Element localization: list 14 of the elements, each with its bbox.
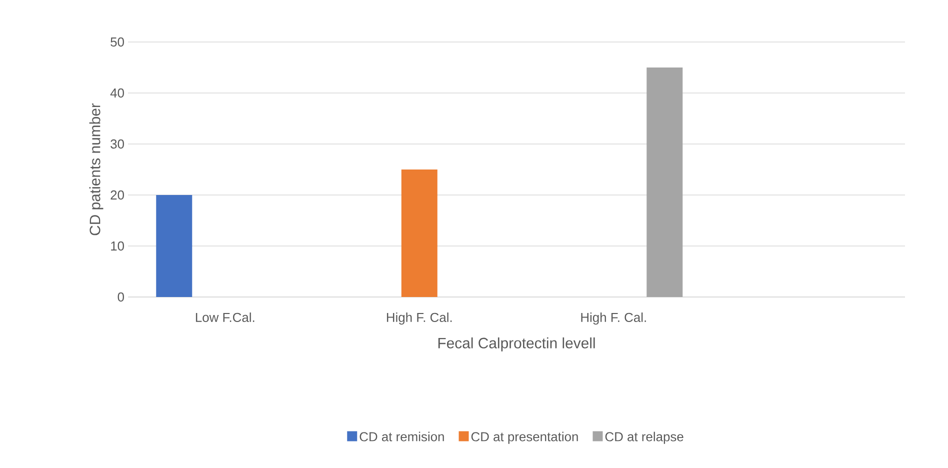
legend-label: CD at relapse [605, 432, 684, 444]
x-axis-title: Fecal Calprotectin levell [438, 337, 595, 352]
x-tick-label: High F. Cal. [581, 312, 646, 325]
y-tick-label: 40 [110, 88, 124, 98]
x-tick-label: High F. Cal. [386, 312, 452, 325]
y-tick-label: 30 [110, 139, 124, 149]
y-tick-label: 10 [111, 241, 124, 251]
y-tick-label: 50 [110, 37, 124, 47]
y-tick-label: 20 [110, 190, 124, 200]
legend-label: CD at remision [360, 432, 444, 442]
y-axis-title: CD patients number [89, 103, 104, 236]
x-tick-label: Low F.Cal. [196, 312, 254, 322]
legend-label: CD at presentation [471, 432, 578, 444]
y-tick-label: 0 [118, 292, 124, 302]
